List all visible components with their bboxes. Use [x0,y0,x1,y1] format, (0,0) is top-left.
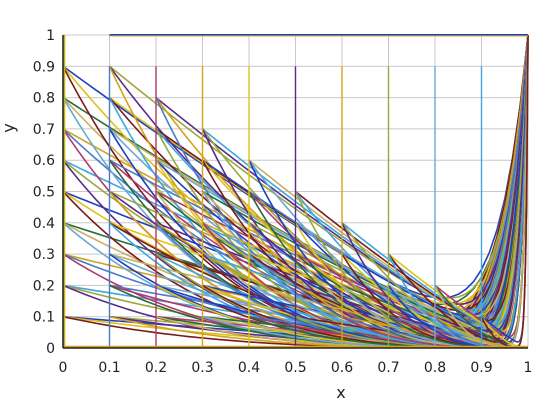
x-tick-label: 0 [59,360,68,376]
y-tick-label: 1 [46,28,55,44]
y-tick-labels: 0 0.1 0.2 0.3 0.4 0.5 0.6 0.7 0.8 0.9 1 [33,28,55,357]
series-line [295,34,529,323]
y-tick-label: 0.7 [33,122,55,138]
x-tick-label: 0.4 [238,360,260,376]
x-tick-label: 0.6 [331,360,353,376]
x-tick-label: 0.1 [98,360,120,376]
x-tick-label: 0.7 [377,360,399,376]
y-tick-label: 0.4 [33,216,55,232]
y-tick-label: 0.1 [33,310,55,326]
x-tick-label: 0.5 [284,360,306,376]
series-line [480,34,529,349]
series-line [387,34,529,343]
series-line [387,34,529,333]
y-tick-label: 0.3 [33,247,55,263]
x-tick-label: 0.2 [145,360,167,376]
y-tick-label: 0.8 [33,91,55,107]
x-tick-label: 0.8 [424,360,446,376]
y-tick-label: 0.9 [33,59,55,75]
y-axis-label: y [0,123,18,132]
y-tick-label: 0.2 [33,278,55,294]
y-tick-label: 0.6 [33,153,55,169]
y-tick-label: 0.5 [33,185,55,201]
x-tick-label: 1 [524,360,533,376]
y-tick-label: 0 [46,341,55,357]
series-line [109,34,529,299]
x-axis-label: x [336,383,345,402]
x-tick-label: 0.3 [191,360,213,376]
x-tick-labels: 0 0.1 0.2 0.3 0.4 0.5 0.6 0.7 0.8 0.9 1 [59,360,533,376]
x-tick-label: 0.9 [470,360,492,376]
curve-series [62,34,529,349]
axes [62,35,528,349]
